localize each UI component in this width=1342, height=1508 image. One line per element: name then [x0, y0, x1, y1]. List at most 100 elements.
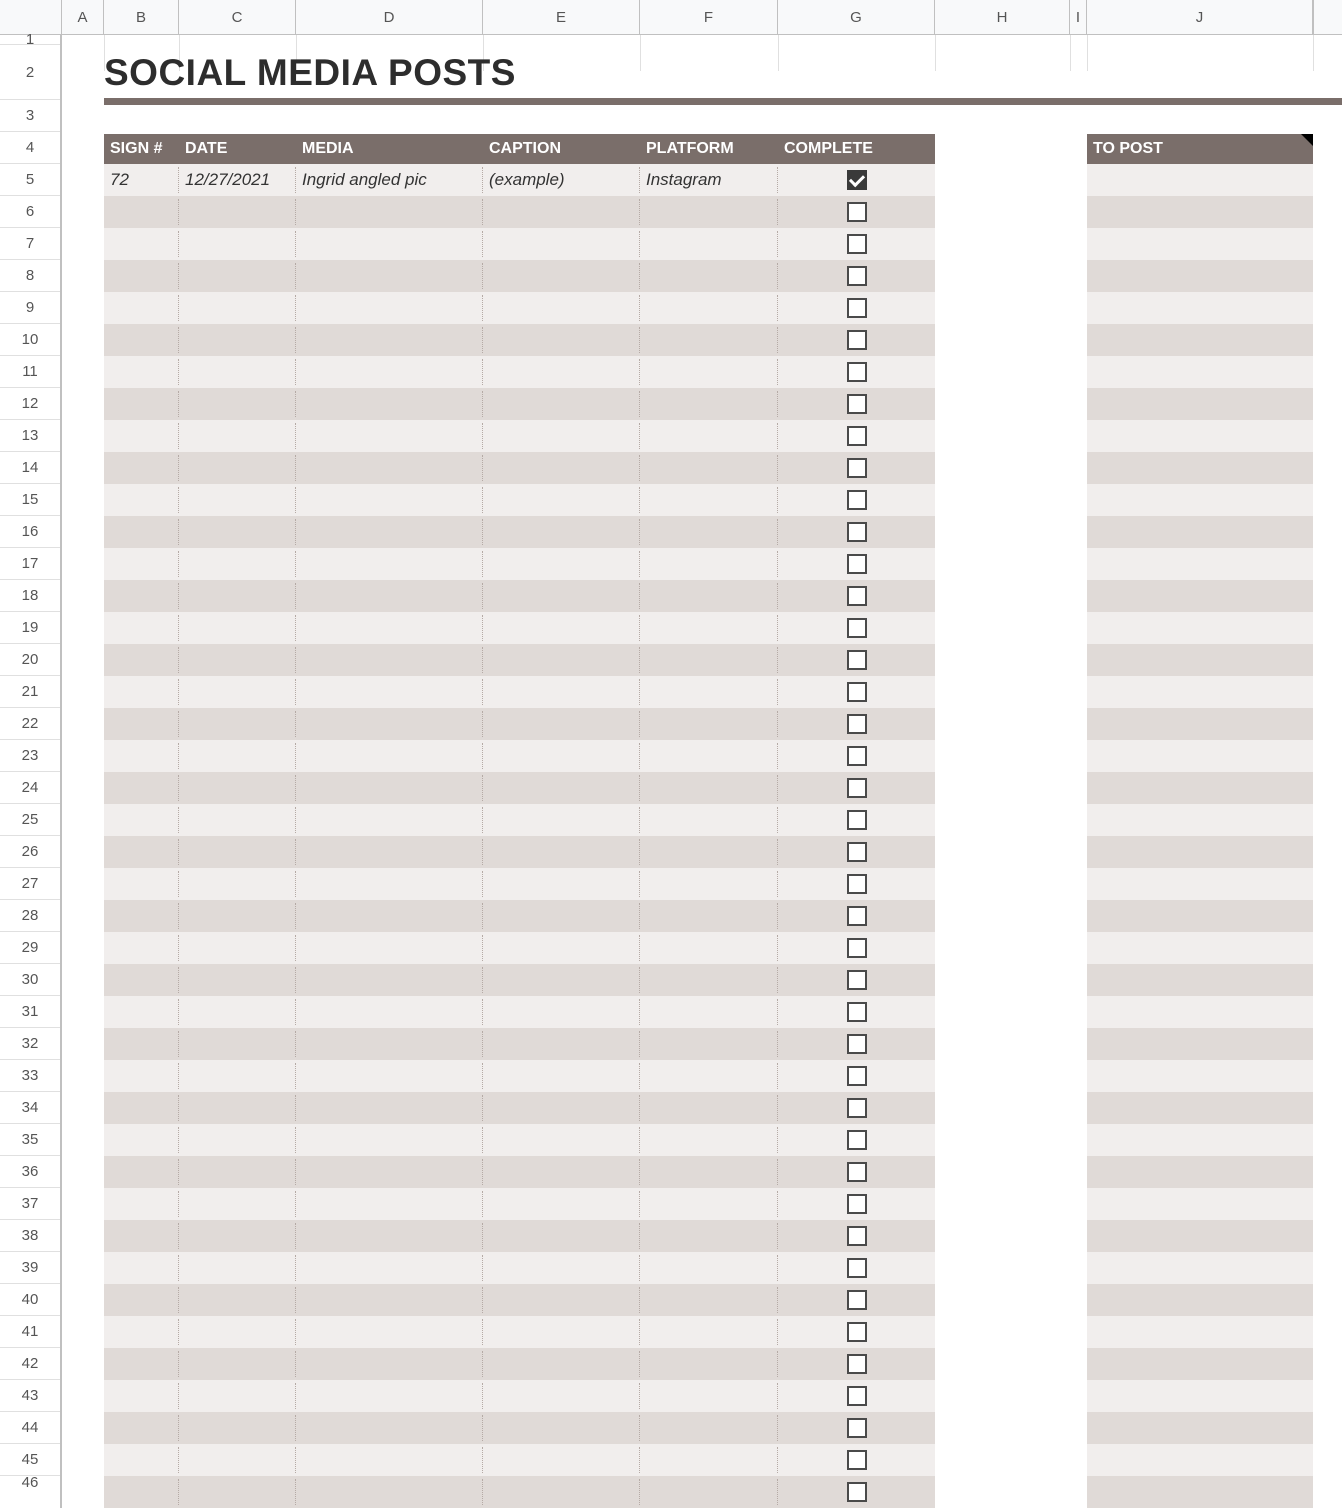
- cell-date[interactable]: [179, 1316, 296, 1348]
- row-header-7[interactable]: 7: [0, 228, 60, 260]
- note-indicator-icon[interactable]: [1301, 134, 1313, 146]
- table-row[interactable]: [1087, 484, 1313, 516]
- cell-sign[interactable]: [104, 1220, 179, 1252]
- cell-media[interactable]: [296, 1316, 483, 1348]
- cell-caption[interactable]: [483, 932, 640, 964]
- row-header-27[interactable]: 27: [0, 868, 60, 900]
- cell-date[interactable]: [179, 644, 296, 676]
- table-row[interactable]: [104, 1252, 935, 1284]
- complete-checkbox[interactable]: [847, 298, 867, 318]
- table-row[interactable]: [104, 1156, 935, 1188]
- cell-sign[interactable]: [104, 388, 179, 420]
- cell-platform[interactable]: [640, 644, 778, 676]
- cell-caption[interactable]: [483, 1252, 640, 1284]
- cell-media[interactable]: [296, 804, 483, 836]
- cell-caption[interactable]: [483, 516, 640, 548]
- column-header-I[interactable]: I: [1070, 0, 1087, 34]
- cell-sign[interactable]: [104, 548, 179, 580]
- table-row[interactable]: [104, 772, 935, 804]
- cell-platform[interactable]: [640, 516, 778, 548]
- cell-sign[interactable]: [104, 1156, 179, 1188]
- cell-media[interactable]: [296, 836, 483, 868]
- cell-caption[interactable]: [483, 1156, 640, 1188]
- cell-complete[interactable]: [778, 420, 935, 452]
- cell-date[interactable]: [179, 196, 296, 228]
- row-header-3[interactable]: 3: [0, 100, 60, 132]
- cell-caption[interactable]: [483, 228, 640, 260]
- complete-checkbox[interactable]: [847, 266, 867, 286]
- cell-complete[interactable]: [778, 1476, 935, 1508]
- cell-platform[interactable]: [640, 676, 778, 708]
- table-row[interactable]: [1087, 260, 1313, 292]
- cell-to-post[interactable]: [1087, 1092, 1313, 1124]
- cell-to-post[interactable]: [1087, 1476, 1313, 1508]
- cell-platform[interactable]: [640, 324, 778, 356]
- cell-complete[interactable]: [778, 164, 935, 196]
- column-header-J[interactable]: J: [1087, 0, 1313, 34]
- cell-caption[interactable]: [483, 996, 640, 1028]
- complete-checkbox[interactable]: [847, 458, 867, 478]
- complete-checkbox[interactable]: [847, 1418, 867, 1438]
- table-row[interactable]: [1087, 1284, 1313, 1316]
- column-header-D[interactable]: D: [296, 0, 483, 34]
- cell-media[interactable]: [296, 516, 483, 548]
- complete-checkbox[interactable]: [847, 522, 867, 542]
- cell-platform[interactable]: [640, 1156, 778, 1188]
- row-header-13[interactable]: 13: [0, 420, 60, 452]
- cell-caption[interactable]: [483, 1028, 640, 1060]
- complete-checkbox[interactable]: [847, 426, 867, 446]
- cell-complete[interactable]: [778, 612, 935, 644]
- cell-media[interactable]: [296, 996, 483, 1028]
- cell-complete[interactable]: [778, 452, 935, 484]
- table-row[interactable]: [104, 260, 935, 292]
- cell-caption[interactable]: [483, 196, 640, 228]
- cell-media[interactable]: [296, 964, 483, 996]
- table-row[interactable]: [104, 1316, 935, 1348]
- cell-sign[interactable]: [104, 1092, 179, 1124]
- column-header-A[interactable]: A: [62, 0, 104, 34]
- cell-date[interactable]: [179, 484, 296, 516]
- cell-complete[interactable]: [778, 1156, 935, 1188]
- cell-complete[interactable]: [778, 644, 935, 676]
- table-row[interactable]: [1087, 516, 1313, 548]
- cell-date[interactable]: [179, 900, 296, 932]
- table-row[interactable]: [1087, 1188, 1313, 1220]
- row-header-1[interactable]: 1: [0, 35, 60, 45]
- cell-platform[interactable]: [640, 356, 778, 388]
- table-row[interactable]: [1087, 1316, 1313, 1348]
- table-row[interactable]: [1087, 452, 1313, 484]
- complete-checkbox[interactable]: [847, 362, 867, 382]
- cell-media[interactable]: [296, 452, 483, 484]
- cell-media[interactable]: [296, 260, 483, 292]
- row-header-31[interactable]: 31: [0, 996, 60, 1028]
- complete-checkbox[interactable]: [847, 170, 867, 190]
- table-row[interactable]: [104, 292, 935, 324]
- cell-sign[interactable]: [104, 900, 179, 932]
- table-row[interactable]: [104, 196, 935, 228]
- cell-date[interactable]: [179, 388, 296, 420]
- cell-date[interactable]: [179, 420, 296, 452]
- cell-date[interactable]: [179, 516, 296, 548]
- cell-platform[interactable]: [640, 996, 778, 1028]
- table-row[interactable]: [104, 1412, 935, 1444]
- cell-complete[interactable]: [778, 1028, 935, 1060]
- table-row[interactable]: [1087, 324, 1313, 356]
- cell-caption[interactable]: (example): [483, 164, 640, 196]
- row-header-46[interactable]: 46: [0, 1476, 60, 1488]
- cell-sign[interactable]: [104, 228, 179, 260]
- row-header-21[interactable]: 21: [0, 676, 60, 708]
- table-row[interactable]: [1087, 804, 1313, 836]
- col-header-caption[interactable]: CAPTION: [483, 140, 640, 158]
- cell-sign[interactable]: [104, 324, 179, 356]
- cell-caption[interactable]: [483, 1412, 640, 1444]
- complete-checkbox[interactable]: [847, 330, 867, 350]
- cell-date[interactable]: [179, 708, 296, 740]
- cell-complete[interactable]: [778, 964, 935, 996]
- complete-checkbox[interactable]: [847, 1002, 867, 1022]
- row-header-9[interactable]: 9: [0, 292, 60, 324]
- cell-platform[interactable]: [640, 804, 778, 836]
- cell-media[interactable]: [296, 900, 483, 932]
- table-row[interactable]: [104, 868, 935, 900]
- cell-to-post[interactable]: [1087, 1380, 1313, 1412]
- cell-media[interactable]: [296, 356, 483, 388]
